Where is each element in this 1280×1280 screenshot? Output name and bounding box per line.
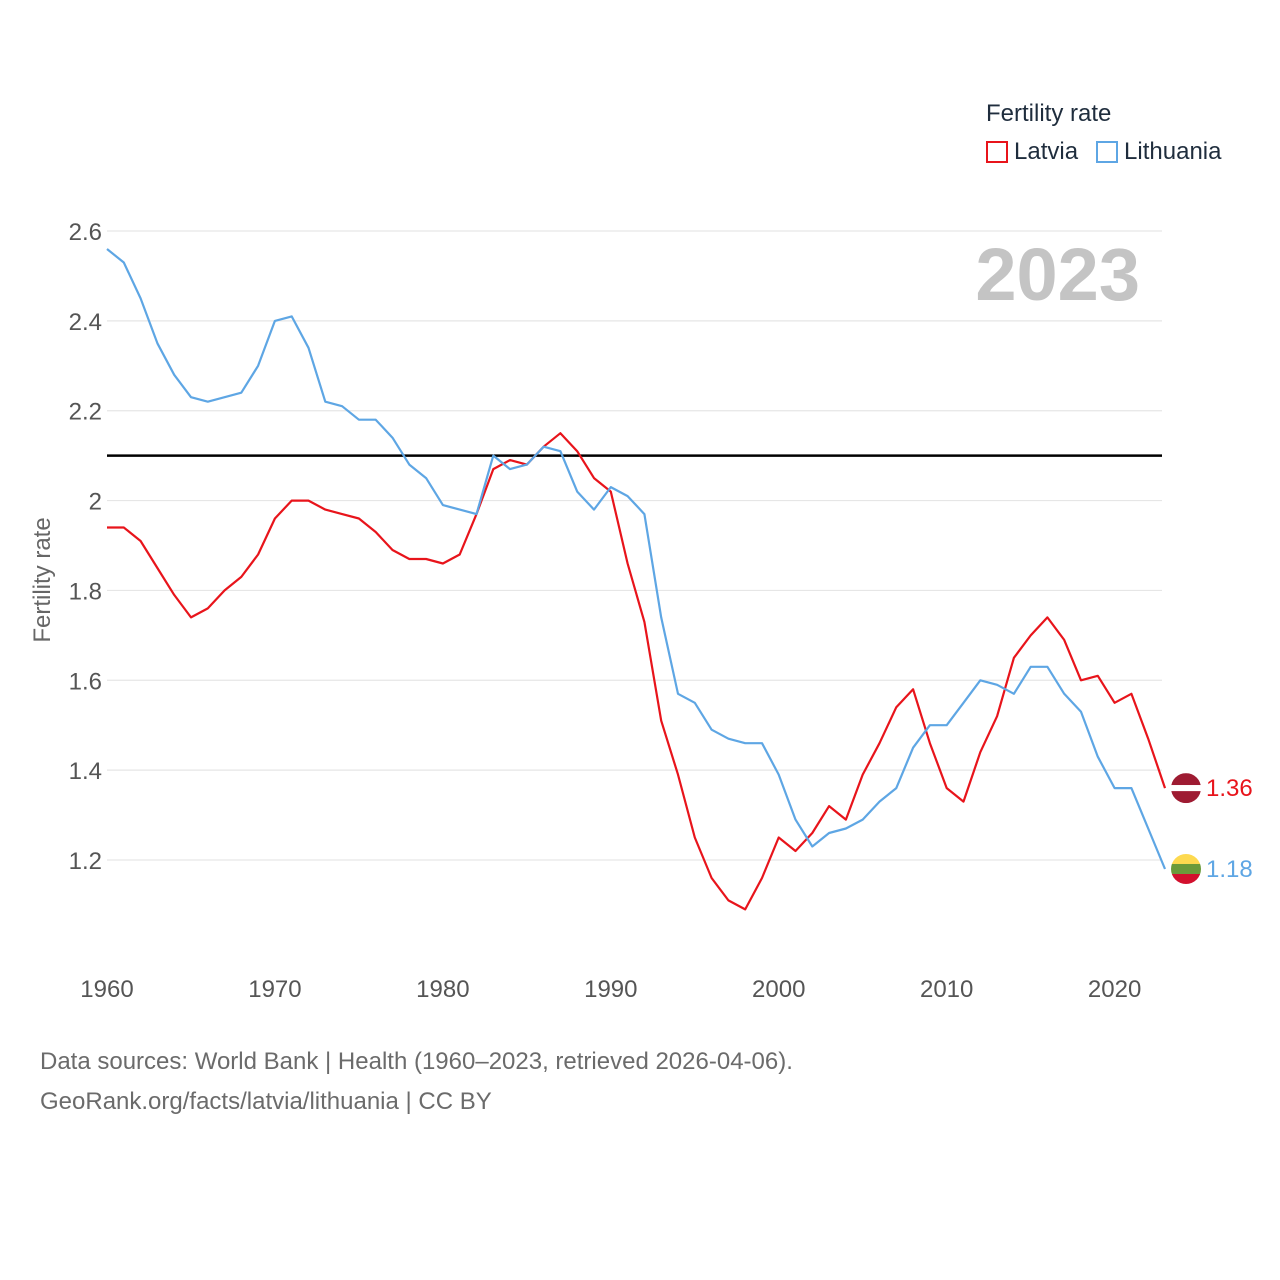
x-tick-label: 2010	[920, 976, 973, 1003]
y-tick-label: 2	[89, 489, 102, 516]
legend-swatch-latvia	[986, 141, 1008, 163]
series-line-lithuania	[106, 248, 1167, 870]
legend-item-latvia[interactable]: Latvia	[986, 138, 1078, 166]
year-watermark: 2023	[975, 233, 1140, 316]
flag-stripe	[1171, 873, 1201, 884]
source-line: Data sources: World Bank | Health (1960–…	[40, 1048, 793, 1075]
grid	[107, 230, 1162, 861]
legend-swatch-lithuania	[1096, 141, 1119, 163]
legend: Fertility rate Latvia Lithuania	[986, 100, 1221, 166]
legend-label-lithuania: Lithuania	[1124, 138, 1222, 165]
x-tick-label: 2020	[1088, 976, 1141, 1003]
y-tick-label: 2.6	[69, 219, 102, 246]
legend-label-latvia: Latvia	[1014, 138, 1079, 165]
data-source-footer: Data sources: World Bank | Health (1960–…	[40, 1042, 793, 1122]
flag-stripe	[1171, 863, 1201, 874]
flag-icon-lithuania	[1171, 853, 1201, 884]
x-tick-label: 1990	[584, 976, 637, 1003]
x-tick-label: 1970	[248, 976, 301, 1003]
flag-stripe	[1171, 773, 1201, 786]
y-tick-label: 2.4	[69, 309, 102, 336]
legend-title: Fertility rate	[986, 100, 1112, 127]
flag-stripes	[1171, 773, 1201, 804]
x-tick-label: 2000	[752, 976, 805, 1003]
attribution-line[interactable]: GeoRank.org/facts/latvia/lithuania | CC …	[40, 1088, 492, 1115]
series-line-latvia	[107, 432, 1167, 911]
y-tick-label: 1.4	[69, 758, 102, 785]
x-axis-tick-labels: 1960 1970 1980 1990 2000 2010 2020	[80, 976, 1141, 1003]
series-lines	[106, 248, 1167, 911]
flag-stripe	[1171, 853, 1201, 864]
x-tick-label: 1980	[416, 976, 469, 1003]
flag-stripes	[1171, 853, 1201, 884]
end-value-label-latvia: 1.36	[1206, 775, 1253, 802]
flag-icon-latvia	[1171, 773, 1201, 804]
flag-stripe	[1171, 791, 1201, 804]
end-value-label-lithuania: 1.18	[1206, 856, 1253, 883]
y-tick-label: 1.2	[69, 848, 102, 875]
series-end-markers: 1.36 1.18	[1171, 773, 1253, 884]
y-axis-title: Fertility rate	[29, 517, 56, 642]
y-tick-label: 2.2	[69, 399, 102, 426]
x-tick-label: 1960	[80, 976, 133, 1003]
legend-item-lithuania[interactable]: Lithuania	[1096, 138, 1221, 166]
y-tick-label: 1.6	[69, 668, 102, 695]
flag-stripe	[1171, 785, 1201, 792]
y-axis-tick-labels: 1.2 1.4 1.6 1.8 2 2.2 2.4 2.6	[69, 219, 102, 875]
y-tick-label: 1.8	[69, 578, 102, 605]
